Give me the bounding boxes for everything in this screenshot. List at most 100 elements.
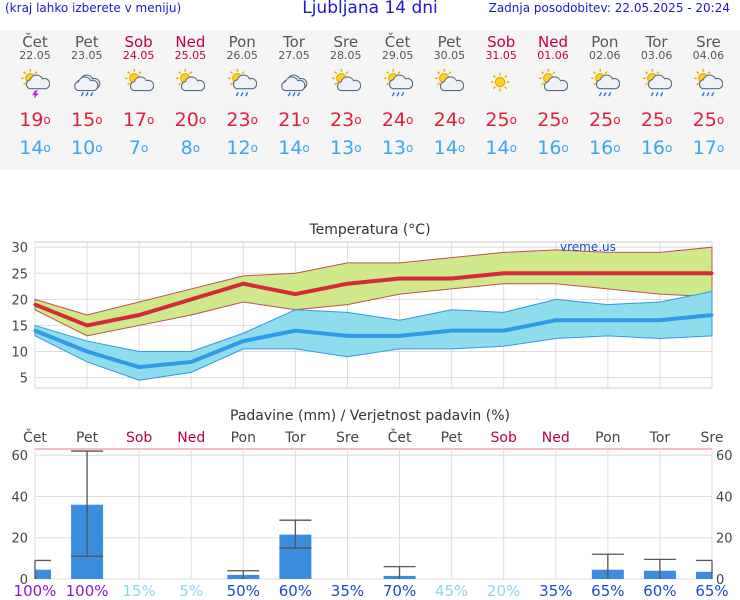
temperature-y-tick: 15 [11,319,28,334]
precip-probability: 15% [122,582,155,600]
location-hint[interactable]: (kraj lahko izberete v meniju) [5,1,182,15]
temperature-y-tick: 30 [11,241,28,256]
day-name: Pon [228,33,256,51]
temp-point-min [293,329,297,333]
precip-day-label: Sob [491,430,517,446]
max-temp: 21o [278,109,310,131]
sun-cloud-icon [124,68,154,92]
day-date: 25.05 [174,49,207,62]
precip-probability: 35% [331,582,364,600]
max-temp-line [34,271,712,328]
precip-day-label: Sre [701,430,724,446]
precip-probability: 60% [643,582,676,600]
daily-forecast-strip: Čet 22.05 19o 14o Pet 23.05 15o 10o Sob 24.05 17o 7… [0,30,740,170]
precip-y-tick-left: 0 [20,573,28,588]
min-temp: 14o [485,137,517,159]
sun-cloud-rain-icon [228,68,258,97]
day-name: Sre [333,33,359,51]
day-date: 04.06 [692,49,725,62]
day-column: Sre 28.05 23o 13o [320,30,372,158]
day-name: Pon [591,33,619,51]
last-update: Zadnja posodobitev: 22.05.2025 - 20:24 [488,1,730,15]
watermark: vreme.us [560,240,616,254]
temp-point-max [345,282,349,286]
max-temp: 23o [226,109,258,131]
temp-point-min [606,318,610,322]
max-temp: 20o [174,109,207,131]
min-temp: 7o [128,137,149,159]
precip-day-label: Tor [649,430,671,446]
max-temp: 23o [330,109,362,131]
precip-day-label: Pon [231,430,256,446]
min-temp: 13o [330,137,362,159]
day-date: 27.05 [278,49,310,62]
temp-point-max [606,271,610,275]
day-name: Čet [384,33,411,51]
sun-cloud-rain-icon [642,68,672,97]
day-column: Čet 29.05 24o 13o [372,30,424,158]
min-temp: 8o [180,137,201,159]
temp-point-min [554,318,558,322]
min-temp: 14o [19,137,51,159]
temperature-chart-title: Temperatura (°C) [308,222,430,238]
temp-point-min [137,365,141,369]
precip-day-label: Pet [441,430,464,446]
precip-probability: 70% [383,582,416,600]
day-name: Ned [538,33,568,51]
sun-cloud-icon [176,68,206,92]
precip-probability: 65% [591,582,624,600]
sun-icon [490,72,510,92]
day-column: Tor 03.06 25o 16o [631,30,683,158]
temp-point-max [293,292,297,296]
sun-cloud-icon [435,68,465,92]
day-date: 28.05 [330,49,362,62]
sun-cloud-icon [331,68,361,92]
max-temp: 24o [433,109,466,131]
max-temp: 25o [692,109,725,131]
min-temp: 10o [71,137,103,159]
precip-probability: 20% [487,582,520,600]
temp-point-max [189,297,193,301]
min-temp: 16o [589,137,621,159]
max-temp: 17o [122,109,155,131]
temp-point-max [241,282,245,286]
day-column: Pon 26.05 23o 12o [216,30,268,158]
temp-point-min [710,313,714,317]
min-temp: 17o [692,137,725,159]
max-temp: 25o [589,109,621,131]
temperature-y-tick: 10 [11,346,28,361]
day-date: 31.05 [485,49,517,62]
min-temp: 16o [537,137,569,159]
max-temp: 25o [537,109,569,131]
precip-day-label: Čet [23,428,47,446]
precip-day-label: Čet [388,428,412,446]
temp-point-min [502,329,506,333]
max-temp: 25o [640,109,673,131]
day-column: Pet 30.05 24o 14o [423,30,475,158]
precip-y-tick-right: 20 [716,532,733,547]
temp-point-min [33,329,37,333]
temp-point-min [658,318,662,322]
day-name: Sob [487,33,516,51]
precip-day-label: Sre [336,430,359,446]
precip-probability: 100% [66,582,109,600]
temp-point-max [502,271,506,275]
day-name: Tor [645,33,668,51]
day-column: Čet 22.05 19o 14o [9,30,61,158]
sun-cloud-rain-icon [383,68,413,97]
temp-point-min [241,339,245,343]
sun-cloud-icon [538,68,568,92]
day-date: 24.05 [122,49,155,62]
precip-probability: 45% [435,582,468,600]
precip-day-label: Pet [76,430,99,446]
day-column: Tor 27.05 21o 14o [268,30,320,158]
precip-probability: 5% [179,582,203,600]
temp-point-min [189,360,193,364]
day-column: Sob 24.05 17o 7o [113,30,165,158]
temp-point-max [450,277,454,280]
temp-point-min [450,329,454,333]
day-column: Pet 23.05 15o 10o [61,30,113,158]
temperature-y-tick: 5 [20,372,28,387]
day-column: Pon 02.06 25o 16o [579,30,631,158]
